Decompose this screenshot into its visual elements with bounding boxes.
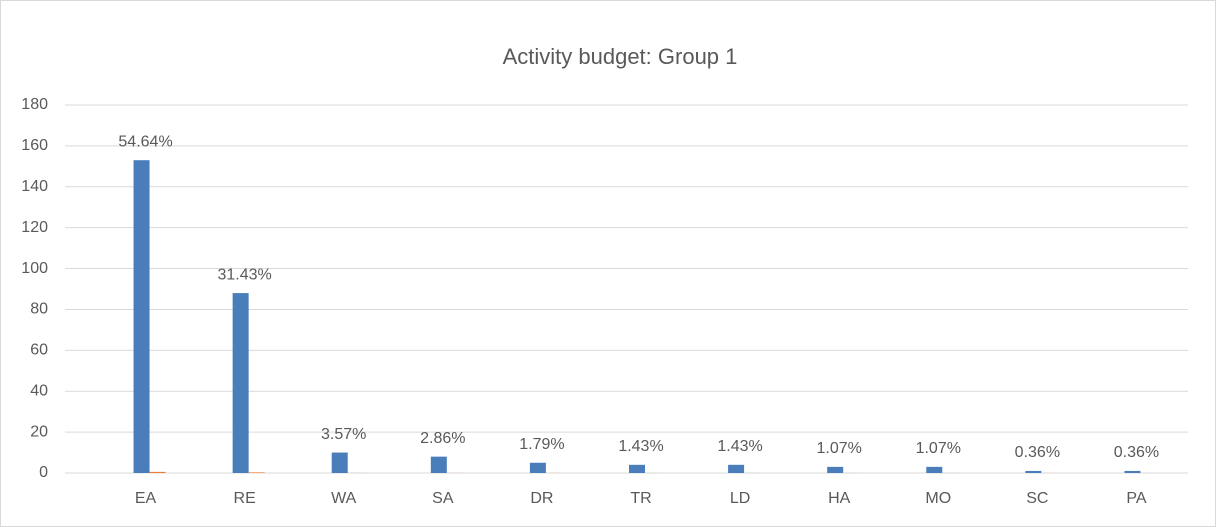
y-tick-label: 180 xyxy=(21,96,48,113)
bar xyxy=(827,466,844,473)
x-tick-label: SC xyxy=(1026,490,1048,507)
y-tick-label: 40 xyxy=(30,382,48,399)
x-tick-label: TR xyxy=(630,490,651,507)
y-tick-label: 120 xyxy=(21,219,48,236)
data-label: 1.43% xyxy=(717,438,762,455)
x-tick-label: LD xyxy=(730,490,750,507)
bar xyxy=(232,293,249,473)
x-tick-label: PA xyxy=(1126,490,1146,507)
y-tick-label: 160 xyxy=(21,137,48,154)
chart-title: Activity budget: Group 1 xyxy=(503,44,738,69)
data-label: 2.86% xyxy=(420,430,465,447)
bar xyxy=(149,471,166,473)
bar xyxy=(728,464,745,473)
bar xyxy=(926,466,943,473)
data-label: 3.57% xyxy=(321,426,366,443)
data-label: 1.43% xyxy=(618,438,663,455)
bar xyxy=(629,464,645,473)
data-label: 1.79% xyxy=(519,436,564,453)
bar xyxy=(1025,470,1042,473)
x-tick-label: DR xyxy=(530,490,553,507)
y-tick-label: 140 xyxy=(21,178,48,195)
y-tick-label: 80 xyxy=(30,301,48,318)
data-label: 31.43% xyxy=(218,266,272,283)
x-tick-label: RE xyxy=(234,490,256,507)
data-label: 0.36% xyxy=(1114,444,1159,461)
x-tick-label: SA xyxy=(432,490,454,507)
x-tick-label: MO xyxy=(925,490,951,507)
bar xyxy=(430,456,447,473)
x-tick-label: EA xyxy=(135,490,157,507)
y-tick-label: 0 xyxy=(39,464,48,481)
bar xyxy=(529,462,546,473)
bar xyxy=(248,472,265,473)
bar xyxy=(133,160,150,473)
x-tick-label: WA xyxy=(331,490,357,507)
bar xyxy=(331,452,348,473)
y-tick-label: 20 xyxy=(30,423,48,440)
bar xyxy=(1124,470,1141,473)
y-tick-label: 60 xyxy=(30,342,48,359)
y-tick-label: 100 xyxy=(21,260,48,277)
data-label: 1.07% xyxy=(916,440,961,457)
x-tick-label: HA xyxy=(828,490,851,507)
data-label: 1.07% xyxy=(816,440,861,457)
data-label: 0.36% xyxy=(1015,444,1060,461)
data-label: 54.64% xyxy=(118,133,172,150)
